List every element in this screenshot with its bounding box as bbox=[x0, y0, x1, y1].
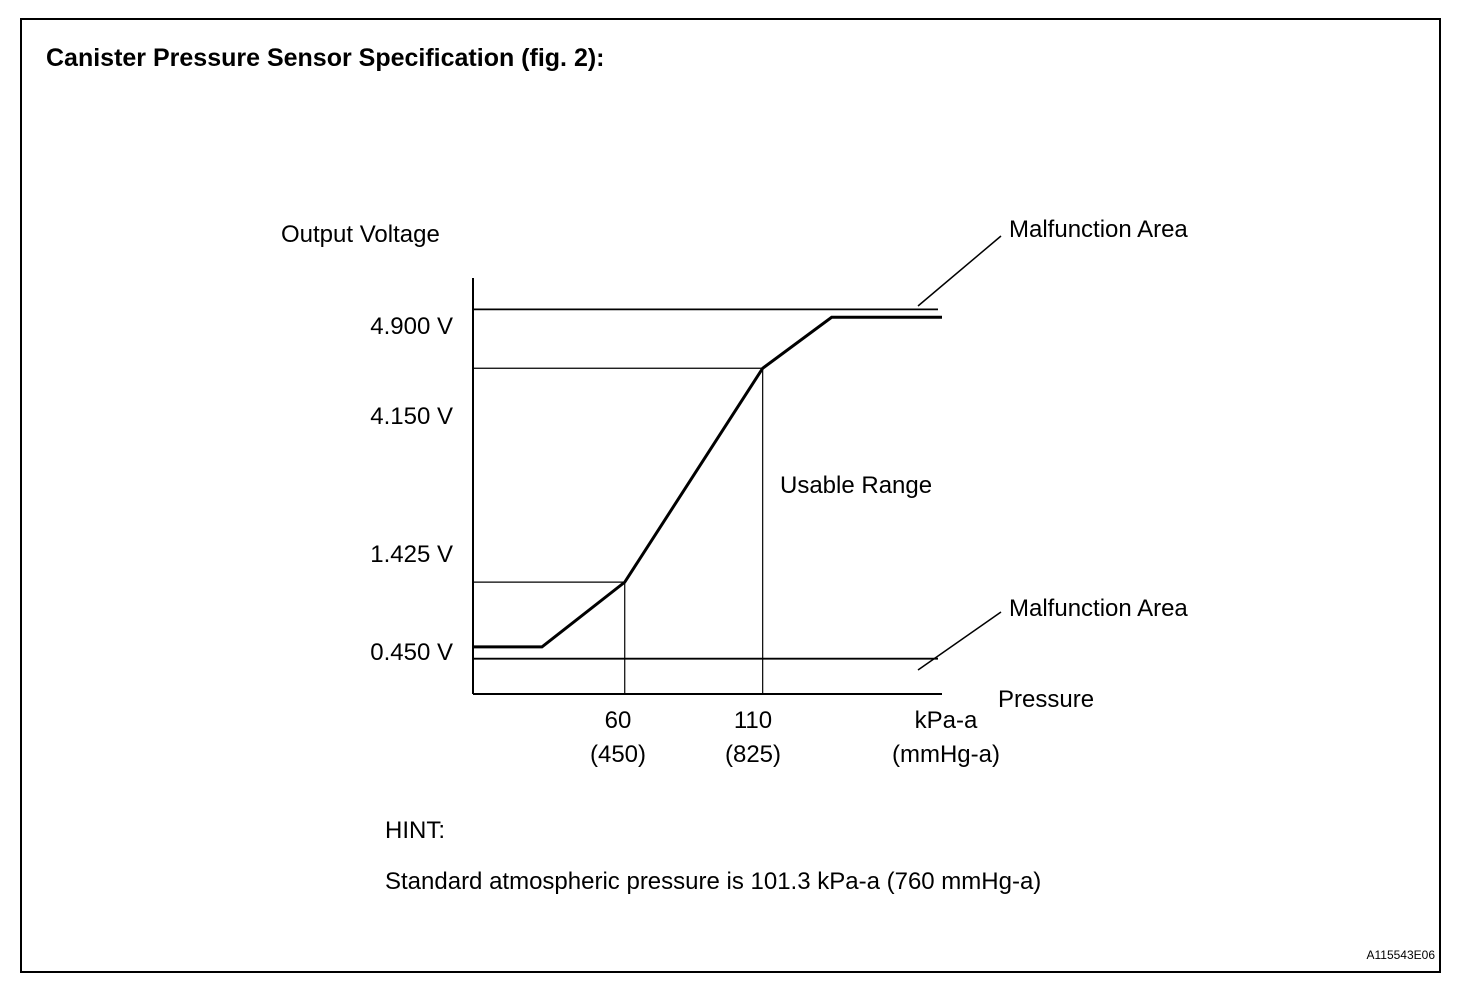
x-tick-label: 110 bbox=[734, 707, 772, 734]
malfunction-area-upper-label: Malfunction Area bbox=[1009, 216, 1188, 243]
malfunction-area-lower-leader bbox=[917, 611, 1002, 671]
x-axis-label: Pressure bbox=[998, 686, 1094, 713]
y-axis-label: Output Voltage bbox=[281, 221, 440, 248]
figure-frame bbox=[20, 18, 1441, 973]
x-tick-alt-label: (825) bbox=[725, 741, 781, 768]
hint-label: HINT: bbox=[385, 817, 445, 844]
malfunction-area-lower-label: Malfunction Area bbox=[1009, 595, 1188, 622]
x-tick-alt-label: (450) bbox=[590, 741, 646, 768]
y-tick-label: 1.425 V bbox=[370, 541, 453, 568]
x-tick-label: 60 bbox=[605, 707, 632, 734]
usable-range-label: Usable Range bbox=[780, 472, 932, 499]
x-unit-label: kPa-a bbox=[915, 707, 978, 734]
page-title: Canister Pressure Sensor Specification (… bbox=[46, 44, 605, 72]
y-tick-label: 0.450 V bbox=[370, 639, 453, 666]
sensor-output-line bbox=[473, 315, 942, 649]
y-tick-label: 4.150 V bbox=[370, 403, 453, 430]
x-unit-alt-label: (mmHg-a) bbox=[892, 741, 1000, 768]
malfunction-area-upper-leader bbox=[917, 235, 1002, 307]
y-tick-label: 4.900 V bbox=[370, 313, 453, 340]
figure-id: A115543E06 bbox=[1366, 948, 1435, 962]
hint-text: Standard atmospheric pressure is 101.3 k… bbox=[385, 868, 1042, 895]
chart-marks bbox=[473, 308, 942, 694]
